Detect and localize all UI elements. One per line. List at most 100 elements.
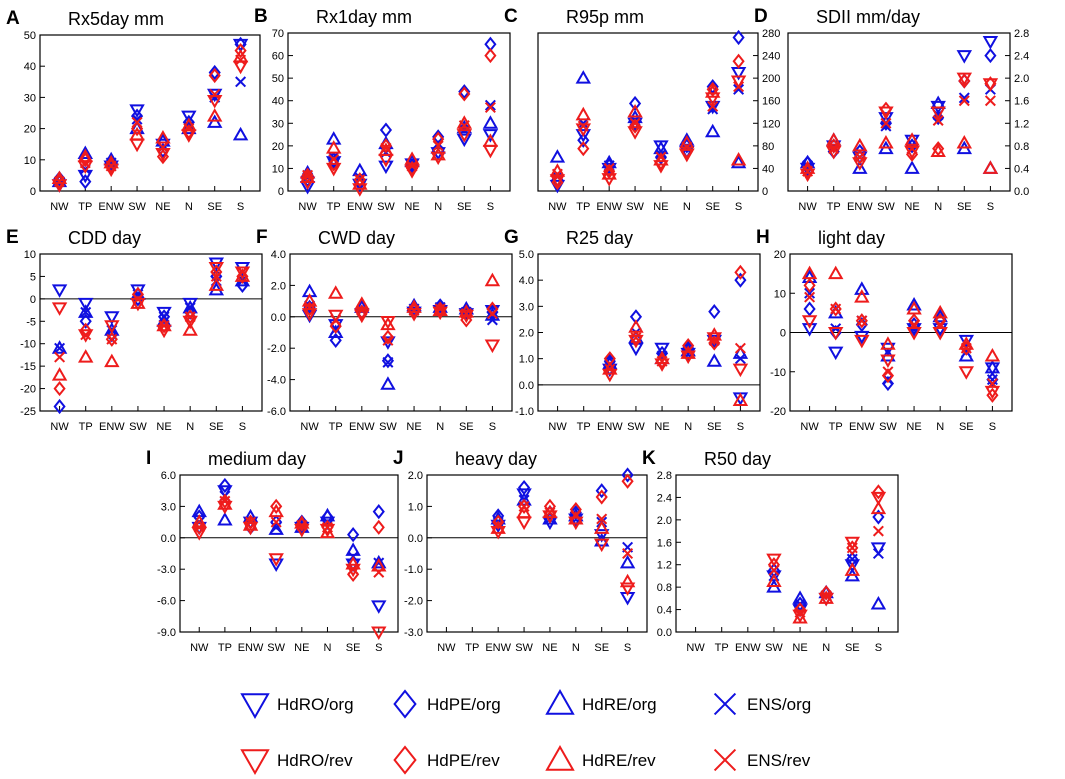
- data-point: [627, 126, 643, 140]
- y-tick-label: 3.0: [161, 501, 176, 513]
- y-tick-label: -3.0: [404, 627, 423, 639]
- data-point: [880, 120, 892, 132]
- data-points: [801, 265, 1001, 403]
- x-tick-label: S: [487, 201, 494, 213]
- data-point: [706, 353, 723, 367]
- data-point: [734, 342, 746, 354]
- data-point: [827, 346, 844, 361]
- x-tick-label: ENW: [735, 642, 761, 654]
- legend-label: HdRO/rev: [277, 751, 353, 770]
- x-tick-label: TP: [218, 642, 232, 654]
- data-point: [381, 329, 395, 345]
- data-point: [371, 558, 387, 572]
- data-point: [156, 149, 170, 165]
- panel-j: -3.0 -2.0 -1.0 0.0 1.0 2.0 NW TP ENW SW NE N SE S J hea…: [393, 448, 648, 654]
- panel-title: R50 day: [704, 449, 771, 469]
- y-tick-label: 70: [272, 28, 284, 40]
- data-point: [430, 151, 446, 166]
- data-point: [828, 143, 840, 155]
- data-point: [956, 50, 973, 64]
- panel-g: -1.0 0.0 1.0 2.0 3.0 4.0 5.0 NW TP ENW SW NE N SE S G R2…: [504, 227, 761, 433]
- x-tick-label: S: [375, 642, 382, 654]
- x-tick-label: SE: [594, 642, 609, 654]
- data-point: [930, 106, 946, 121]
- y-tick-label: -1.0: [404, 564, 423, 576]
- data-point: [482, 144, 499, 159]
- data-point: [54, 351, 66, 363]
- y-tick-label: 50: [272, 73, 284, 85]
- panel-c: 0 40 80 120 160 200 240 280 NW TP ENW SW NE N SE S C R95p…: [504, 6, 780, 213]
- data-point: [268, 503, 284, 518]
- x-tick-label: TP: [829, 421, 843, 433]
- data-point: [958, 95, 970, 107]
- data-point: [766, 553, 782, 568]
- data-point: [906, 300, 922, 315]
- y-tick-label: -6.0: [267, 406, 286, 418]
- y-tick-label: 30: [24, 92, 36, 104]
- data-point: [458, 86, 471, 102]
- data-point: [984, 76, 997, 92]
- data-point: [792, 609, 808, 624]
- data-point: [656, 355, 668, 367]
- y-tick-label: 120: [762, 118, 780, 130]
- y-tick-label: 0.0: [1014, 186, 1029, 198]
- x-tick-label: S: [987, 201, 994, 213]
- x-tick-label: SW: [627, 421, 645, 433]
- data-point: [986, 374, 998, 386]
- x-tick-label: SE: [957, 201, 972, 213]
- data-point: [54, 342, 66, 354]
- data-point: [730, 151, 747, 166]
- data-point: [544, 507, 556, 519]
- data-point: [619, 582, 636, 597]
- y-tick-label: 160: [762, 96, 780, 108]
- data-point: [382, 334, 394, 346]
- data-point: [732, 53, 745, 69]
- data-point: [593, 538, 610, 553]
- data-point: [854, 289, 870, 303]
- data-point: [708, 334, 720, 346]
- data-point: [551, 168, 563, 180]
- data-point: [804, 287, 816, 299]
- x-tick-label: SE: [457, 201, 472, 213]
- data-points: [51, 36, 249, 193]
- data-point: [596, 513, 608, 525]
- data-point: [707, 103, 719, 115]
- data-point: [904, 160, 920, 174]
- data-point: [958, 334, 975, 349]
- x-tick-label: ENW: [485, 642, 511, 654]
- y-tick-label: -3.0: [157, 564, 176, 576]
- x-tick-label: NE: [156, 421, 171, 433]
- data-point: [655, 151, 667, 163]
- x-tick-label: NW: [300, 421, 319, 433]
- y-tick-label: 3.0: [519, 301, 534, 313]
- data-point: [628, 319, 644, 333]
- data-point: [325, 140, 342, 154]
- y-tick-label: 40: [762, 163, 774, 175]
- y-tick-label: 2.0: [519, 328, 534, 340]
- x-tick-label: ENW: [238, 642, 264, 654]
- data-point: [458, 84, 471, 100]
- plot-frame: [537, 253, 761, 412]
- plot-frame: [39, 34, 261, 192]
- data-point: [80, 329, 92, 341]
- data-point: [77, 148, 94, 163]
- panel-title: Rx1day mm: [316, 7, 412, 27]
- data-points: [766, 484, 887, 624]
- data-points: [549, 29, 747, 194]
- data-point: [129, 104, 145, 118]
- data-point: [345, 542, 361, 556]
- data-point: [406, 160, 418, 172]
- data-point: [627, 103, 643, 118]
- panel-h: -20 -10 0 10 20 NW TP ENW SW NE N SE S H light day: [756, 227, 1013, 433]
- y-tick-label: 20: [774, 249, 786, 261]
- y-tick-label: 0: [780, 328, 786, 340]
- x-tick-label: SW: [879, 421, 897, 433]
- data-point: [53, 380, 66, 397]
- panel-title: Rx5day mm: [68, 9, 164, 29]
- data-point: [934, 319, 946, 331]
- data-point: [844, 562, 861, 576]
- data-point: [575, 129, 592, 143]
- x-tick-label: SE: [459, 421, 474, 433]
- data-point: [235, 76, 247, 88]
- y-tick-label: 0.0: [657, 627, 672, 639]
